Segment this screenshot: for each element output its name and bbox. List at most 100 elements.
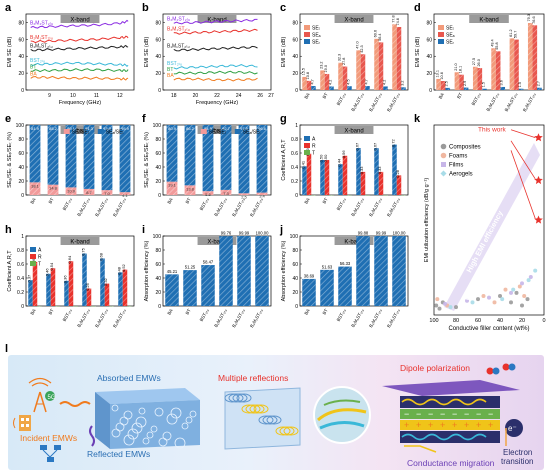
legend-label: SEᵣ/SEₜ (209, 130, 227, 136)
bar-hatch (518, 88, 524, 90)
legend-swatch (234, 129, 241, 134)
panel-letter-b: b (142, 2, 149, 14)
scatter-point (533, 268, 538, 273)
panel-letter-l: l (5, 343, 8, 355)
x-tick-label: 12 (117, 93, 123, 99)
bar-hatch (184, 185, 196, 195)
x-category-label: B₂M₁ST₂ₜᵤ (504, 92, 519, 113)
y-tick-label: 0.4 (17, 276, 24, 282)
incident-emw-label: Incident EMWs (20, 433, 77, 443)
bar-hatch (47, 125, 59, 185)
bar-hatch (68, 261, 74, 306)
plot-frame (299, 235, 409, 307)
positive-charge: + (416, 420, 421, 430)
legend-swatch (304, 143, 310, 148)
legend-label: A (312, 137, 316, 143)
x-category-label: B₂M₂ST₂ₜᵤ (249, 308, 264, 329)
bar-value-label: 96.6 (258, 126, 267, 131)
bar-hatch (338, 62, 343, 90)
bar-hatch (472, 66, 478, 90)
scatter-point (520, 281, 524, 286)
building-icon (13, 415, 31, 431)
y-tick-label: 60 (155, 37, 161, 43)
foam-pore (181, 422, 189, 430)
band-tag-box (334, 237, 374, 245)
legend-swatch (30, 247, 36, 252)
bar-hatch (360, 171, 366, 195)
x-category-label: B₂M₁ST₂ₜᵤ (368, 197, 383, 218)
bar-hatch (320, 160, 325, 195)
series-line (173, 28, 258, 35)
bar-hatch (454, 72, 460, 90)
series-line (30, 19, 129, 29)
legend-label: A (38, 248, 42, 254)
bar-hatch (440, 81, 446, 90)
positive-charge: + (440, 420, 445, 430)
legend-swatch (304, 39, 310, 44)
bar-value-label: 79.3 (527, 14, 531, 21)
reflection-cell (266, 415, 282, 425)
y-tick-label: 40 (18, 54, 24, 60)
reflected-emw-label: Reflected EMWs (87, 449, 150, 459)
series-label: BT (30, 65, 36, 71)
bar-hatch (202, 125, 214, 192)
incident-wave (59, 401, 91, 407)
bar-value-label: 99.76 (221, 231, 232, 236)
series-line (173, 64, 258, 70)
bar-value-label: 0.44 (337, 158, 342, 167)
panel-letter-a: a (5, 2, 12, 14)
reflection-cell (232, 393, 248, 403)
bar-hatch (166, 181, 178, 195)
bar-hatch (122, 269, 128, 306)
legend-label: R (38, 255, 42, 261)
bar-hatch (101, 190, 113, 195)
x-category-label: BST₂ₜᵤ (199, 308, 210, 322)
series-label: B₂M₁ST₂ₜᵤ (30, 35, 53, 41)
panel-letter-h: h (5, 224, 12, 236)
x-axis-label: Conductive filler content (wt%) (448, 326, 529, 332)
legend-swatch (30, 254, 36, 259)
bar-value-label: 32.3 (338, 54, 342, 61)
bar-value-label: 0.52 (121, 263, 126, 272)
foam-pore (142, 437, 150, 445)
bar-hatch (32, 261, 38, 306)
x-category-label: B₂M₁ST₂ₜᵤ (94, 197, 109, 218)
x-category-label: B₁M₁ST₂ₜᵤ (350, 197, 365, 217)
bar-value-label: 60.6 (374, 30, 378, 37)
bar-hatch (238, 125, 250, 194)
x-category-label: BST₂ₜᵤ (62, 197, 73, 211)
x-category-label: B₂M₂ST₂ₜᵤ (112, 197, 127, 218)
y-tick-label: 1 (21, 234, 24, 240)
bar-value-label: 86.2 (186, 126, 195, 131)
bar-hatch (374, 148, 379, 195)
y-tick-label: 80 (426, 20, 432, 26)
bar-value-label: 95.9 (121, 126, 130, 131)
bar-hatch (202, 191, 214, 195)
bar-hatch (306, 80, 312, 90)
bar-hatch (537, 87, 542, 90)
bar-value-label: 0.48 (117, 266, 122, 275)
legend-label: SEₐ (312, 33, 321, 39)
scatter-point (443, 301, 447, 306)
foam-pore (123, 410, 133, 420)
x-category-label: BA (29, 308, 36, 316)
series-label: B₂M₁ST₂ₜᵤ (167, 27, 190, 33)
bar-value-label: 7.0 (104, 191, 110, 196)
bar-value-label: 47.0 (356, 41, 360, 48)
positive-charge: + (404, 420, 409, 430)
this-work-pointer (510, 129, 536, 139)
y-tick-label: 0.6 (17, 262, 24, 268)
negative-charge: − (440, 409, 445, 419)
bar-hatch (374, 236, 388, 306)
scatter-point (520, 303, 524, 308)
y-axis-label: EMI utilization efficiency (dB/g g⁻¹) (424, 178, 430, 263)
band-tag-box (334, 126, 374, 134)
conductance-migration-label: Conductance migration (407, 458, 495, 468)
bar-value-label: 91.3 (85, 126, 94, 131)
foam-pore (123, 434, 135, 446)
plot-frame (162, 235, 272, 307)
plot-frame (25, 235, 135, 307)
x-category-label: BA (166, 197, 173, 205)
bar-hatch (360, 54, 366, 90)
scatter-point (498, 294, 502, 298)
